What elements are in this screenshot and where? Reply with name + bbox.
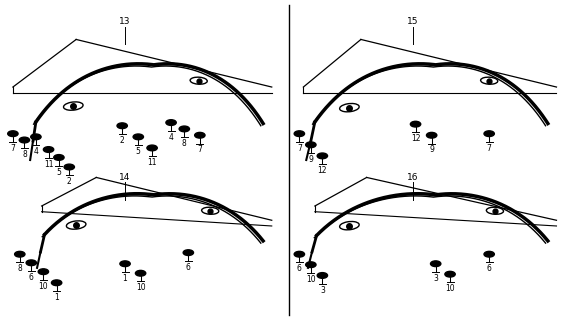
Text: 10: 10: [445, 284, 455, 293]
Circle shape: [183, 250, 194, 255]
Circle shape: [306, 142, 316, 148]
Text: 7: 7: [297, 144, 302, 153]
Circle shape: [51, 280, 62, 286]
Text: 8: 8: [182, 139, 187, 148]
Circle shape: [133, 134, 143, 140]
Circle shape: [64, 164, 75, 170]
Circle shape: [294, 131, 305, 137]
Circle shape: [306, 262, 316, 268]
Text: 7: 7: [487, 144, 492, 153]
Circle shape: [54, 155, 64, 160]
Text: 3: 3: [320, 286, 325, 295]
Circle shape: [445, 271, 455, 277]
Circle shape: [484, 131, 494, 137]
Text: 1: 1: [54, 293, 59, 302]
Circle shape: [166, 120, 176, 125]
Text: 10: 10: [39, 282, 48, 291]
Text: 12: 12: [318, 166, 327, 175]
Circle shape: [484, 252, 494, 257]
Text: 4: 4: [34, 147, 38, 156]
Text: 6: 6: [297, 264, 302, 273]
Circle shape: [179, 126, 190, 132]
Text: 6: 6: [29, 273, 34, 282]
Text: 5: 5: [136, 147, 140, 156]
Text: 11: 11: [44, 160, 53, 169]
Circle shape: [195, 132, 205, 138]
Circle shape: [410, 121, 421, 127]
Text: 6: 6: [487, 264, 492, 273]
Text: 2: 2: [67, 177, 72, 186]
Circle shape: [26, 260, 36, 266]
Circle shape: [317, 273, 328, 278]
Text: 14: 14: [120, 172, 131, 181]
Text: 6: 6: [186, 263, 191, 272]
Circle shape: [120, 261, 130, 267]
Circle shape: [8, 131, 18, 137]
Text: 10: 10: [306, 275, 316, 284]
Text: 2: 2: [120, 136, 125, 145]
Circle shape: [31, 134, 41, 140]
Circle shape: [294, 252, 305, 257]
Circle shape: [427, 132, 437, 138]
Text: 13: 13: [119, 17, 131, 26]
Text: 8: 8: [17, 264, 22, 273]
Text: 16: 16: [407, 172, 418, 181]
Circle shape: [43, 147, 54, 152]
Text: 10: 10: [136, 284, 146, 292]
Text: 5: 5: [57, 168, 61, 177]
Circle shape: [147, 145, 157, 151]
Text: 8: 8: [22, 150, 27, 159]
Circle shape: [38, 269, 49, 275]
Circle shape: [317, 153, 328, 159]
Text: 11: 11: [147, 158, 157, 167]
Text: 3: 3: [434, 274, 438, 283]
Text: 15: 15: [407, 17, 418, 26]
Text: 9: 9: [429, 145, 434, 155]
Circle shape: [431, 261, 441, 267]
Text: 1: 1: [123, 274, 127, 283]
Text: 12: 12: [411, 134, 420, 143]
Circle shape: [135, 270, 146, 276]
Circle shape: [14, 252, 25, 257]
Text: 4: 4: [169, 133, 173, 142]
Text: 7: 7: [198, 145, 202, 155]
Circle shape: [19, 137, 29, 143]
Text: 7: 7: [10, 144, 16, 153]
Text: 9: 9: [309, 155, 313, 164]
Circle shape: [117, 123, 127, 129]
